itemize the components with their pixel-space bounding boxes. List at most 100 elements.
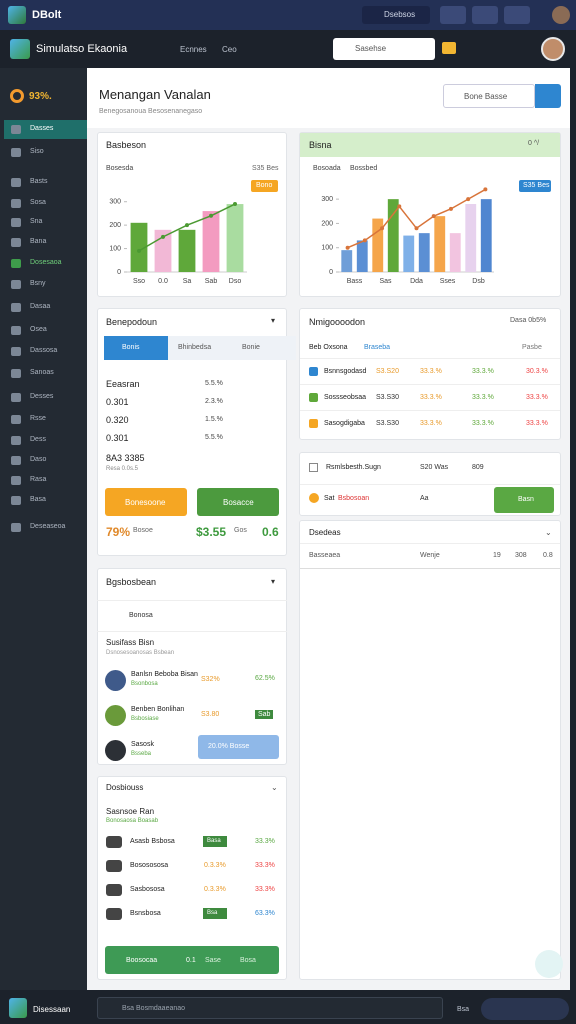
sidebar-item[interactable]: Daso <box>30 456 47 463</box>
pos-value: 63.3% <box>255 910 275 917</box>
x-tick-label: Bass <box>347 278 363 285</box>
sidebar-item[interactable]: Rasa <box>30 476 47 483</box>
row-divider <box>300 484 560 485</box>
y-tick-label: 0 <box>117 269 121 276</box>
person-value: 62.5% <box>255 675 275 682</box>
alert-text: Sat <box>324 495 335 502</box>
alert-text: 809 <box>472 464 484 471</box>
row-value: 30.3.% <box>526 368 548 375</box>
float-button[interactable] <box>535 950 563 978</box>
sidebar-item[interactable]: Dosesaoa <box>30 259 62 266</box>
tool-text[interactable]: Bonosa <box>129 612 153 619</box>
table-head: Basseaea <box>309 552 341 559</box>
tab[interactable]: Bonis <box>104 336 168 360</box>
bottom-label: Bsa <box>457 1006 470 1013</box>
sidebar-item[interactable]: Dasses <box>30 125 54 132</box>
sidebar-item[interactable]: Osea <box>30 326 47 333</box>
row-value: 5.5.% <box>205 434 223 441</box>
nav-avatar[interactable] <box>541 37 565 61</box>
row-value: 1.5.% <box>205 416 223 423</box>
trend-point <box>137 248 141 253</box>
top-icon[interactable] <box>504 6 530 24</box>
button[interactable]: 20.0% Bosse <box>198 735 279 759</box>
sidebar-item[interactable]: Desses <box>30 393 54 400</box>
avatar <box>105 740 126 761</box>
card-action[interactable]: Dasa 0b5% <box>510 317 547 324</box>
button[interactable]: Bonesoone <box>105 488 187 516</box>
sidebar-item[interactable]: Dess <box>30 436 46 443</box>
bottom-input[interactable]: Bsa Bosmdaaeanao <box>97 997 443 1019</box>
y-tick-label: 300 <box>321 196 333 203</box>
note: Bossbed <box>350 165 378 172</box>
sidebar-item[interactable]: Basa <box>30 496 46 503</box>
trend-point <box>345 245 350 250</box>
sidebar-item[interactable]: Basts <box>30 178 48 185</box>
tab[interactable]: Bonie <box>232 336 296 360</box>
sidebar-item[interactable]: Siso <box>30 148 44 155</box>
page-subtitle: Benegosanoua Besosenanegaso <box>99 108 203 115</box>
sidebar-icon <box>11 436 21 445</box>
sidebar-item[interactable]: Bsny <box>30 280 46 287</box>
person-sub: Bsbosiase <box>131 716 159 722</box>
checkbox[interactable] <box>309 463 318 472</box>
nav-link[interactable]: Ecnnes <box>180 45 207 54</box>
row-value: 33.3.% <box>472 368 494 375</box>
top-button[interactable]: Dsebsos <box>362 6 430 24</box>
row-name: Bsnnsgodasd <box>324 368 367 375</box>
bar <box>341 250 353 272</box>
x-tick-label: Sses <box>440 278 456 285</box>
sidebar-item[interactable]: Sanoas <box>30 369 54 376</box>
top-icon[interactable] <box>440 6 466 24</box>
sidebar-item[interactable]: Dassosa <box>30 347 58 354</box>
chart: 0 100 200 300 Sso 0.0 Sa Sab Dso <box>109 199 247 285</box>
header-search-button[interactable] <box>535 84 561 108</box>
bar <box>372 218 384 272</box>
sidebar-item[interactable]: Deseaseoa <box>30 523 66 530</box>
footer-value: 79% <box>106 524 131 539</box>
nav-search[interactable]: Sasehse <box>333 38 435 60</box>
row-divider <box>300 543 560 544</box>
pos-name: Asasb Bsbosa <box>130 838 175 845</box>
y-tick-label: 100 <box>109 245 121 252</box>
sidebar-icon <box>11 125 21 134</box>
sidebar-item[interactable]: Sna <box>30 218 43 225</box>
row-price: S3.S30 <box>376 420 399 427</box>
button[interactable]: Basn <box>494 487 554 513</box>
bar <box>387 199 399 272</box>
button[interactable] <box>105 946 279 974</box>
sidebar-item[interactable]: Dasaa <box>30 303 51 310</box>
nav-icon <box>442 42 456 54</box>
top-avatar[interactable] <box>552 6 570 24</box>
y-tick-label: 300 <box>109 199 121 206</box>
bottom-actions[interactable] <box>481 998 569 1020</box>
header-search[interactable]: Bone Basse <box>443 84 535 108</box>
card-menu[interactable]: 0 ^/ <box>528 140 540 147</box>
trend-point <box>483 187 488 192</box>
sidebar-item[interactable]: Sosa <box>30 199 46 206</box>
x-tick-label: Sab <box>205 278 218 285</box>
checkbox[interactable] <box>309 367 318 376</box>
checkbox[interactable] <box>309 419 318 428</box>
checkbox[interactable] <box>309 393 318 402</box>
pos-value: 0.3.3% <box>204 886 226 893</box>
bar <box>449 233 461 272</box>
sidebar-item[interactable]: Rsse <box>30 415 46 422</box>
sidebar-icon <box>11 456 21 465</box>
chart: 0 100 200 300 Bass Sas Dda Sses Dsb <box>321 187 494 285</box>
nav-link[interactable]: Ceo <box>222 45 237 54</box>
row-value: 33.3.% <box>526 394 548 401</box>
sidebar-item[interactable]: Bana <box>30 238 47 245</box>
row-value: 33.3.% <box>420 420 442 427</box>
pos-icon <box>106 884 122 896</box>
footer-value: 0.6 <box>262 524 279 539</box>
top-icon[interactable] <box>472 6 498 24</box>
card-title: Dosbiouss <box>106 783 144 792</box>
person-value: Sab <box>255 710 274 719</box>
legend: Bosesda <box>106 165 134 172</box>
tab[interactable]: Bhinbedsa <box>168 336 232 360</box>
y-tick-label: 100 <box>321 245 333 252</box>
button[interactable]: Bosacce <box>197 488 279 516</box>
table-head: Pasbe <box>522 344 542 351</box>
button-text: Sase <box>205 957 221 964</box>
trend-point <box>397 204 402 209</box>
